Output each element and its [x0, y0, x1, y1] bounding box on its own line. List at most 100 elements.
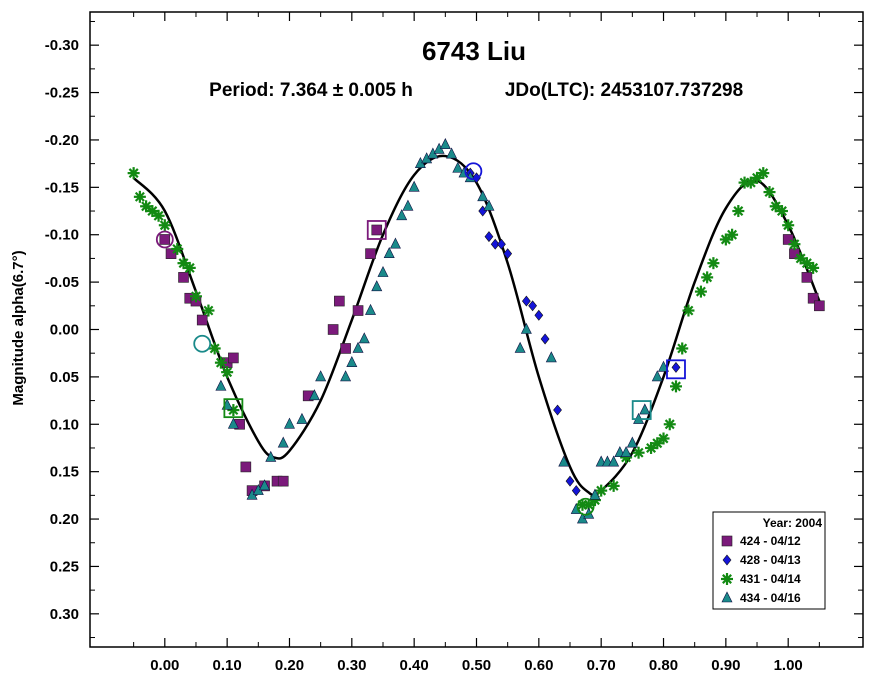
data-point-series-3	[676, 342, 689, 355]
chart-title: 6743 Liu	[422, 36, 526, 66]
data-point-series-3	[202, 304, 215, 317]
data-point-series-4	[639, 403, 651, 415]
data-point-series-4	[389, 237, 401, 249]
data-point-series-2	[503, 248, 513, 260]
fit-curve	[132, 154, 821, 497]
legend-label-series-1: 424 - 04/12	[740, 534, 801, 548]
asterisk-stroke	[147, 206, 158, 217]
data-point-series-4	[651, 370, 663, 382]
data-point-series-4	[259, 479, 271, 491]
data-point-series-4	[265, 450, 277, 462]
asterisk-stroke	[683, 305, 694, 316]
asterisk-stroke	[758, 168, 769, 179]
data-point-series-4	[589, 488, 601, 500]
legend-box	[712, 511, 826, 610]
asterisk-stroke	[664, 419, 675, 430]
x-tick-label: 0.20	[275, 657, 304, 674]
asterisk-stroke	[727, 229, 738, 240]
x-tick-label: 0.70	[587, 657, 616, 674]
data-point-series-4	[446, 147, 458, 159]
data-point-series-3	[669, 380, 682, 393]
asterisk-stroke	[722, 574, 732, 584]
legend-marker-series-1	[721, 535, 733, 547]
legend-label-series-4: 434 - 04/16	[740, 591, 801, 605]
x-tick-label: 0.90	[711, 657, 740, 674]
data-point-series-4	[377, 265, 389, 277]
data-point-series-3	[757, 167, 770, 180]
y-tick-label: 0.30	[50, 606, 79, 623]
x-tick-label: 0.30	[337, 657, 366, 674]
data-point-series-3	[807, 261, 820, 274]
y-tick-label: -0.20	[45, 132, 79, 149]
asterisk-stroke	[808, 262, 819, 273]
data-point-series-1	[165, 248, 177, 259]
data-point-series-4	[227, 417, 239, 429]
x-tick-label: 0.10	[213, 657, 242, 674]
x-tick-label: 0.60	[524, 657, 553, 674]
data-point-series-2	[490, 238, 500, 250]
y-tick-label: 0.05	[50, 369, 79, 386]
data-point-series-2	[497, 238, 506, 250]
highlight-markers-layer	[155, 162, 686, 516]
data-point-series-1	[334, 295, 345, 307]
highlight-square	[366, 220, 387, 240]
data-point-series-1	[240, 461, 252, 473]
data-point-series-4	[296, 412, 308, 424]
data-point-series-4	[277, 436, 289, 448]
data-point-series-1	[801, 272, 813, 283]
data-point-series-3	[694, 285, 707, 298]
data-point-series-4	[658, 360, 670, 372]
asterisk-stroke	[783, 220, 794, 231]
data-point-series-4	[608, 455, 620, 467]
asterisk-stroke	[633, 447, 644, 458]
data-point-series-2	[540, 333, 550, 345]
asterisk-stroke	[190, 291, 201, 302]
data-point-series-2	[553, 404, 562, 416]
asterisk-stroke	[764, 187, 775, 198]
data-point-series-4	[402, 199, 414, 211]
asterisk-stroke	[228, 405, 239, 416]
y-axis-label: Magnitude alpha(6.7°)	[10, 250, 27, 405]
asterisk-stroke	[677, 343, 688, 354]
y-tick-label: -0.25	[45, 85, 79, 102]
data-point-series-3	[183, 261, 196, 274]
asterisk-stroke	[203, 305, 214, 316]
data-point-series-3	[146, 205, 159, 218]
asterisk-stroke	[128, 168, 139, 179]
data-point-series-3	[171, 242, 184, 255]
asterisk-stroke	[596, 485, 607, 496]
data-point-series-3	[189, 290, 202, 303]
data-point-series-3	[751, 171, 764, 184]
data-point-series-2	[484, 231, 494, 243]
data-point-series-3	[208, 342, 221, 355]
asterisk-stroke	[159, 220, 170, 231]
data-point-series-1	[365, 248, 376, 259]
asterisk-stroke	[184, 262, 195, 273]
data-point-series-4	[514, 341, 526, 353]
data-point-series-4	[558, 455, 570, 467]
asterisk-stroke	[658, 433, 669, 444]
legend-marker-series-2	[722, 554, 732, 566]
highlight-square	[223, 398, 244, 419]
data-point-series-4	[340, 370, 352, 382]
asterisk-stroke	[776, 206, 787, 217]
asterisk-stroke	[733, 206, 744, 217]
data-points-layer	[127, 138, 825, 524]
data-point-series-1	[196, 314, 208, 326]
data-point-series-3	[775, 205, 788, 218]
data-point-series-3	[127, 167, 140, 180]
asterisk-stroke	[702, 272, 713, 283]
asterisk-stroke	[222, 367, 233, 378]
y-tick-label: -0.15	[45, 179, 79, 196]
y-tick-label: -0.05	[45, 274, 79, 291]
data-point-series-3	[177, 257, 190, 270]
data-point-series-3	[607, 479, 620, 492]
asterisk-stroke	[141, 201, 152, 212]
data-point-series-1	[327, 324, 339, 335]
data-point-series-4	[520, 322, 532, 334]
data-point-series-3	[707, 257, 720, 270]
data-point-series-3	[214, 356, 227, 369]
data-point-series-3	[782, 219, 795, 232]
data-point-series-4	[396, 209, 408, 221]
